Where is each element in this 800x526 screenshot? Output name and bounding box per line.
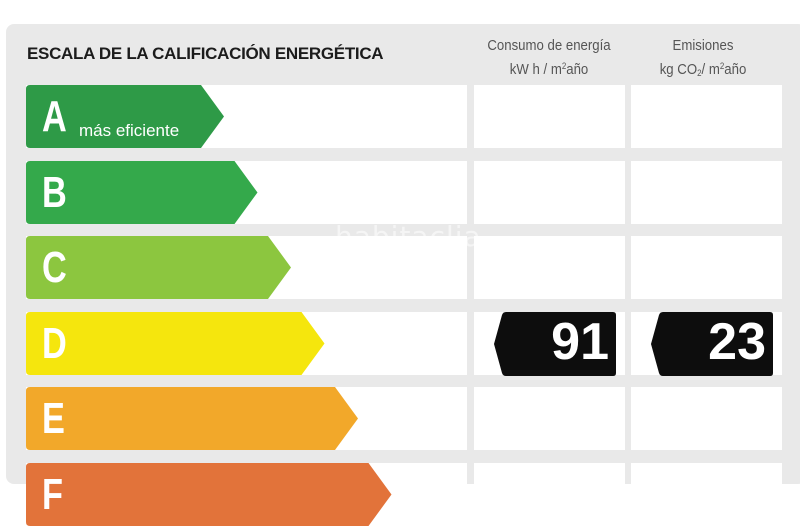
- consumption-cell-b: [474, 160, 625, 224]
- consumption-cell-e: [474, 387, 625, 450]
- emissions-header: Emisiones kg CO2/ m2año: [637, 35, 769, 84]
- rating-row-b: B: [26, 160, 467, 224]
- consumption-header-line1: Consumo de energía: [487, 37, 611, 54]
- rating-row-f: F: [26, 462, 467, 526]
- rating-letter-f: F: [42, 469, 63, 519]
- rating-letter-c: C: [42, 243, 67, 292]
- consumption-cell-f: [474, 462, 625, 526]
- rating-arrow-b: [26, 160, 258, 224]
- emissions-cell-b: [631, 160, 782, 224]
- consumption-header: Consumo de energía kW h / m2año: [483, 35, 615, 80]
- consumption-header-unit: kW h / m2año: [509, 61, 589, 78]
- rating-row-e: E: [26, 387, 467, 450]
- emissions-header-unit: kg CO2/ m2año: [659, 61, 747, 78]
- rating-letter-b: B: [42, 167, 67, 217]
- scale-title: ESCALA DE LA CALIFICACIÓN ENERGÉTICA: [27, 44, 384, 63]
- watermark: habitaclia: [335, 220, 482, 253]
- emissions-cell-e: [631, 387, 782, 450]
- rating-arrow-a: [26, 85, 224, 148]
- rating-row-c: C: [26, 236, 467, 299]
- emissions-cell-f: [631, 462, 782, 526]
- consumption-badge: [494, 311, 616, 376]
- consumption-cell-a: [474, 85, 625, 148]
- rating-arrow-d: [26, 311, 325, 375]
- emissions-cell-d: 23: [631, 311, 782, 376]
- consumption-cell-d: 91: [474, 311, 625, 376]
- rating-sublabel: más eficiente: [79, 121, 180, 140]
- rating-arrow-c: [26, 236, 291, 299]
- emissions-cell-a: [631, 85, 782, 148]
- rating-arrow-e: [26, 387, 358, 450]
- emissions-cell-c: [631, 236, 782, 299]
- rating-letter-d: D: [42, 318, 67, 368]
- rating-arrow-f: [26, 462, 392, 526]
- consumption-cell-c: [474, 236, 625, 299]
- consumption-value: 91: [551, 312, 609, 371]
- rating-letter-a: A: [42, 92, 67, 141]
- rating-letter-e: E: [42, 394, 65, 443]
- rating-row-d: D: [26, 311, 467, 375]
- emissions-badge: [651, 311, 773, 376]
- emissions-header-line1: Emisiones: [672, 37, 734, 54]
- emissions-value: 23: [708, 312, 766, 371]
